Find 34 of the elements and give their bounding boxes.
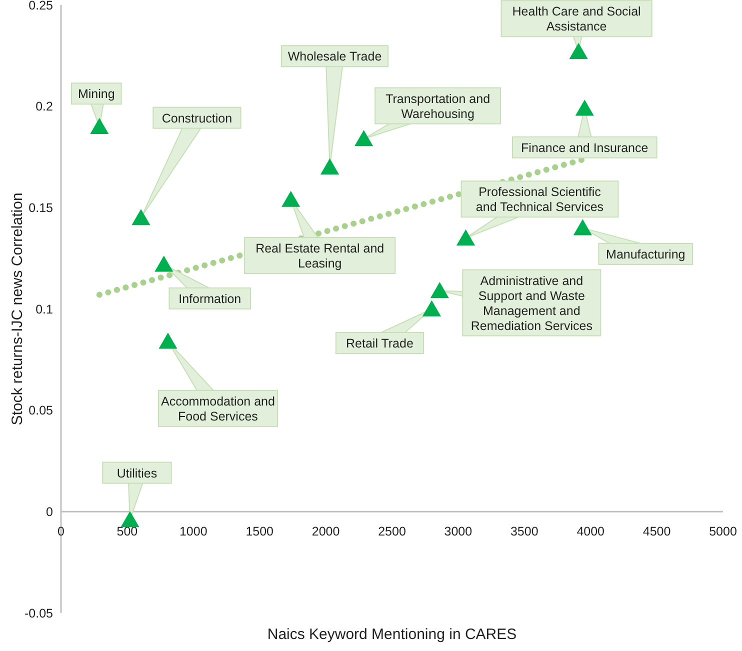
x-tick-label: 2500	[378, 524, 406, 539]
y-axis-title: Stock returns-IJC news Correlation	[9, 192, 26, 426]
x-tick-label: 1500	[246, 524, 274, 539]
annotation: Transportation and Warehousing	[386, 92, 490, 121]
x-tick-label: 500	[116, 524, 138, 539]
annotation: Utilities	[116, 466, 158, 480]
annotation: Mining	[78, 87, 115, 102]
annotation: Administrative and Support and Waste Management and Remediation Services	[470, 274, 592, 333]
annotation: Health Care and Social Assistance	[512, 4, 641, 34]
annotation: Construction	[162, 111, 232, 126]
x-tick-label: 3500	[510, 524, 538, 539]
annotation: Wholesale Trade	[288, 50, 382, 64]
x-tick-label: 2000	[312, 524, 340, 539]
x-tick-label: 3000	[444, 524, 472, 539]
y-tick-label: 0.05	[28, 404, 54, 418]
y-tick-label: 0.25	[28, 0, 54, 12]
y-tick-label: -0.05	[24, 606, 54, 620]
x-tick-label: 4500	[642, 524, 671, 539]
annotation: Retail Trade	[346, 336, 414, 350]
annotation: Professional Scientific and Technical Services	[476, 185, 604, 214]
annotation: Accommodation and Food Services	[161, 394, 276, 424]
x-tick-label: 4000	[576, 524, 605, 539]
y-tick-label: 0	[46, 505, 54, 520]
annotation: Manufacturing	[606, 247, 686, 262]
y-tick-label: 0.2	[36, 100, 54, 114]
annotation: Finance and Insurance	[521, 140, 648, 155]
x-tick-label: 1000	[179, 524, 208, 539]
x-tick-label: 5000	[709, 524, 737, 539]
y-tick-label: 0.15	[28, 201, 54, 216]
x-axis-title: Naics Keyword Mentioning in CARES	[267, 626, 517, 643]
y-tick-label: 0.1	[36, 302, 54, 316]
annotation: Information	[178, 292, 242, 306]
annotation: Real Estate Rental and Leasing	[256, 242, 384, 271]
x-tick-label: 0	[58, 524, 65, 539]
